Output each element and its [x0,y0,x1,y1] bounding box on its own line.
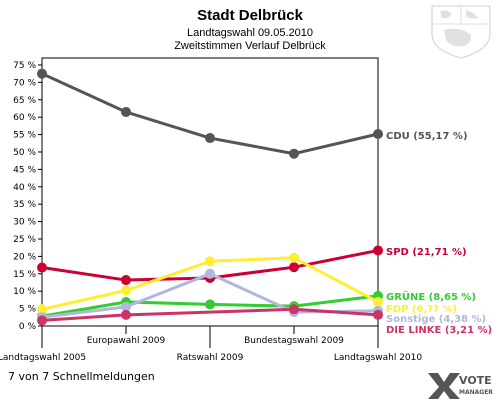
data-point-cdu [289,148,299,159]
series-line-die-linke [41,307,379,322]
data-point-cdu [205,133,215,144]
votemanager-brand-top: VOTE [459,374,492,387]
y-tick-label: 70 % [13,78,36,88]
data-point-cdu [37,68,47,79]
data-point-fdp [205,256,215,267]
data-point-die-linke [373,309,383,320]
y-tick-label: 30 % [13,218,36,228]
y-tick-label: 5 % [19,305,37,315]
data-point-cdu [121,106,131,117]
data-point-fdp [289,252,299,263]
series-label-fdp: FDP (6,?? %) [386,304,457,315]
data-point-sonstige [205,268,215,279]
data-point-die-linke [289,304,299,315]
y-tick-label: 0 % [19,322,37,332]
y-tick-label: 60 % [13,113,36,123]
votemanager-x-icon [428,373,460,399]
y-tick-label: 40 % [13,183,36,193]
data-point-fdp [37,304,47,315]
data-point-spd [37,262,47,273]
y-tick-label: 75 % [13,61,36,71]
data-point-fdp [373,296,383,307]
y-tick-label: 50 % [13,148,36,158]
data-point-cdu [373,128,383,139]
series-label-gr-ne: GRÜNE (8,65 %) [386,289,476,303]
data-point-die-linke [37,315,47,326]
series-layer [37,68,383,326]
y-tick-label: 15 % [13,270,36,280]
coat-of-arms-icon [431,5,491,59]
data-point-spd [121,275,131,286]
series-label-sonstige: Sonstige (4,38 %) [386,314,486,325]
series-labels: CDU (55,17 %) SPD (21,71 %) GRÜNE (8,65 %)… [386,131,492,336]
report-count-text: 7 von 7 Schnellmeldungen [8,370,155,383]
series-label-spd: SPD (21,71 %) [386,247,467,258]
chart-subtitle-date: Landtagswahl 09.05.2010 [187,27,313,39]
x-tick-label: Europawahl 2009 [87,336,166,346]
y-tick-label: 25 % [13,235,36,245]
votemanager-logo: VOTE MANAGER [428,373,493,399]
chart-subtitle-description: Zweitstimmen Verlauf Delbrück [174,40,326,52]
data-point-spd [373,245,383,256]
y-tick-label: 35 % [13,200,36,210]
y-tick-label: 65 % [13,96,36,106]
data-point-sonstige [121,301,131,312]
y-tick-label: 55 % [13,131,36,141]
series-label-cdu: CDU (55,17 %) [386,131,468,142]
chart-title: Stadt Delbrück [197,7,304,24]
x-tick-label: Ratswahl 2009 [177,353,244,363]
data-point-fdp [121,285,131,296]
votemanager-brand-bottom: MANAGER [459,389,493,396]
data-point-gr-ne [205,299,215,310]
y-tick-label: 10 % [13,287,36,297]
y-tick-label: 45 % [13,165,36,175]
x-tick-label: Landtagswahl 2005 [0,353,86,363]
y-axis: 0 % 5 % 10 % 15 % 20 % 25 % 30 % 35 % 40 % 45 % 50… [13,61,42,332]
x-tick-label: Landtagswahl 2010 [334,353,423,363]
series-label-die-linke: DIE LINKE (3,21 %) [386,325,492,336]
data-point-spd [289,262,299,273]
x-tick-label: Bundestagswahl 2009 [244,336,344,346]
y-tick-label: 20 % [13,252,36,262]
data-point-die-linke [121,309,131,320]
